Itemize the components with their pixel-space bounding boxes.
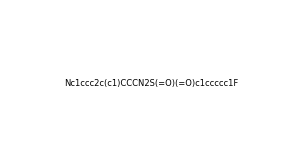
- Text: Nc1ccc2c(c1)CCCN2S(=O)(=O)c1ccccc1F: Nc1ccc2c(c1)CCCN2S(=O)(=O)c1ccccc1F: [64, 79, 239, 88]
